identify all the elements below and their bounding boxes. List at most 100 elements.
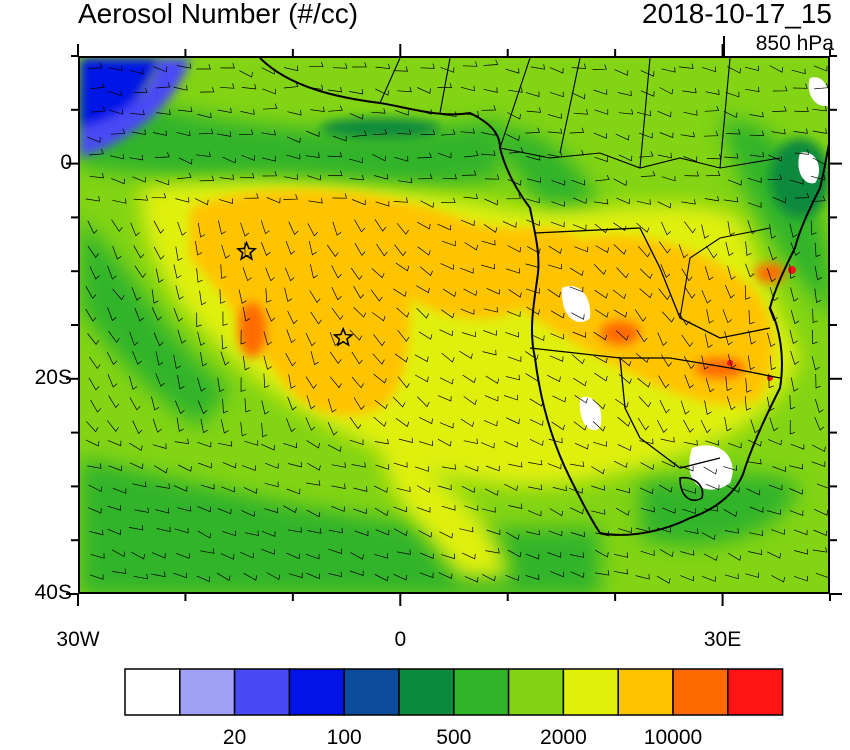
wind-barb — [111, 549, 126, 558]
wind-barb — [310, 311, 322, 325]
wind-barb — [483, 87, 498, 93]
wind-barb — [222, 156, 237, 164]
wind-barb — [132, 420, 143, 434]
wind-barb — [722, 309, 733, 324]
wind-barb — [684, 528, 699, 534]
wind-barb — [238, 289, 247, 304]
wind-barb — [89, 266, 100, 280]
colorbar-box — [727, 668, 784, 716]
colorbar-box — [507, 668, 565, 716]
wind-barb — [769, 224, 777, 239]
wind-barb — [747, 202, 762, 208]
wind-barb — [441, 240, 456, 247]
wind-barb — [593, 263, 607, 275]
wind-barb — [682, 87, 697, 94]
wind-barb — [505, 332, 519, 338]
wind-barb — [748, 309, 755, 325]
wind-barb — [684, 374, 694, 389]
wind-barb — [370, 289, 383, 302]
wind-barb — [262, 103, 278, 110]
wind-barb — [614, 69, 629, 76]
colorbar-box — [617, 668, 674, 716]
wind-barb — [261, 443, 275, 451]
wind-barb — [107, 505, 121, 511]
wind-barb — [595, 245, 609, 253]
wind-barb — [547, 128, 563, 134]
wind-barb — [414, 354, 429, 363]
wind-barb — [90, 399, 102, 413]
wind-barb — [437, 82, 452, 88]
wind-barb — [441, 309, 455, 319]
wind-barb — [175, 552, 190, 559]
wind-barb — [681, 334, 693, 347]
wind-barb — [244, 193, 259, 199]
wind-barb — [747, 439, 762, 447]
field-band-east — [720, 118, 828, 314]
wind-barb — [308, 241, 317, 256]
wind-barb — [551, 421, 565, 431]
wind-barb — [394, 110, 409, 116]
wind-barb — [769, 287, 779, 302]
wind-barb — [701, 290, 712, 304]
site-markers — [236, 240, 354, 347]
wind-barb — [814, 265, 823, 281]
aerosol-map — [80, 58, 828, 592]
wind-barb — [107, 528, 122, 536]
wind-barb — [87, 507, 102, 514]
wind-barb — [727, 179, 742, 186]
wind-barb — [573, 377, 587, 387]
wind-barb — [679, 63, 694, 69]
wind-barb — [220, 553, 235, 560]
x-tick-label: 30E — [703, 628, 742, 651]
wind-barb — [526, 219, 541, 227]
wind-barb — [419, 572, 434, 579]
wind-barb — [350, 267, 363, 280]
wind-barb — [617, 90, 632, 97]
wind-barb — [461, 552, 476, 560]
wind-barb — [816, 483, 828, 489]
wind-barb — [89, 172, 104, 179]
wind-barb — [615, 133, 630, 141]
wind-barb — [262, 88, 276, 95]
wind-barb — [439, 329, 454, 337]
wind-barb — [572, 224, 587, 231]
wind-barb — [814, 417, 825, 431]
wind-barb — [397, 376, 410, 389]
wind-barb — [594, 156, 609, 163]
wind-barb — [749, 111, 764, 118]
wind-barb — [705, 89, 720, 95]
wind-barb — [724, 331, 733, 346]
wind-barb — [504, 440, 518, 448]
wind-barb — [703, 130, 719, 137]
wind-barb — [307, 528, 322, 534]
wind-barb — [526, 107, 542, 113]
wind-barb — [549, 355, 564, 362]
star-marker — [236, 240, 258, 261]
wind-barb — [239, 173, 255, 179]
wind-barb — [744, 285, 751, 300]
wind-barb — [416, 396, 430, 408]
wind-barb — [635, 353, 650, 363]
wind-barb — [420, 200, 435, 208]
wind-barb — [332, 63, 348, 69]
wind-barb — [789, 488, 803, 495]
wind-barb — [112, 568, 127, 574]
wind-barb — [196, 64, 211, 70]
wind-barb — [155, 373, 165, 387]
wind-barb — [442, 111, 457, 117]
wind-barb — [199, 175, 215, 182]
wind-barb — [173, 485, 188, 492]
wind-barb — [593, 132, 608, 139]
wind-barb — [658, 484, 673, 493]
wind-barb — [129, 397, 141, 411]
wind-barb — [89, 529, 104, 536]
wind-barb — [327, 444, 342, 452]
wind-barb — [461, 170, 477, 176]
wind-barb — [594, 372, 608, 382]
wind-barb — [812, 105, 827, 112]
wind-barb — [287, 461, 302, 468]
wind-barb — [305, 417, 316, 431]
wind-barb — [107, 440, 122, 447]
wind-barb — [463, 396, 477, 406]
colorbar-label: 20 — [222, 726, 247, 749]
